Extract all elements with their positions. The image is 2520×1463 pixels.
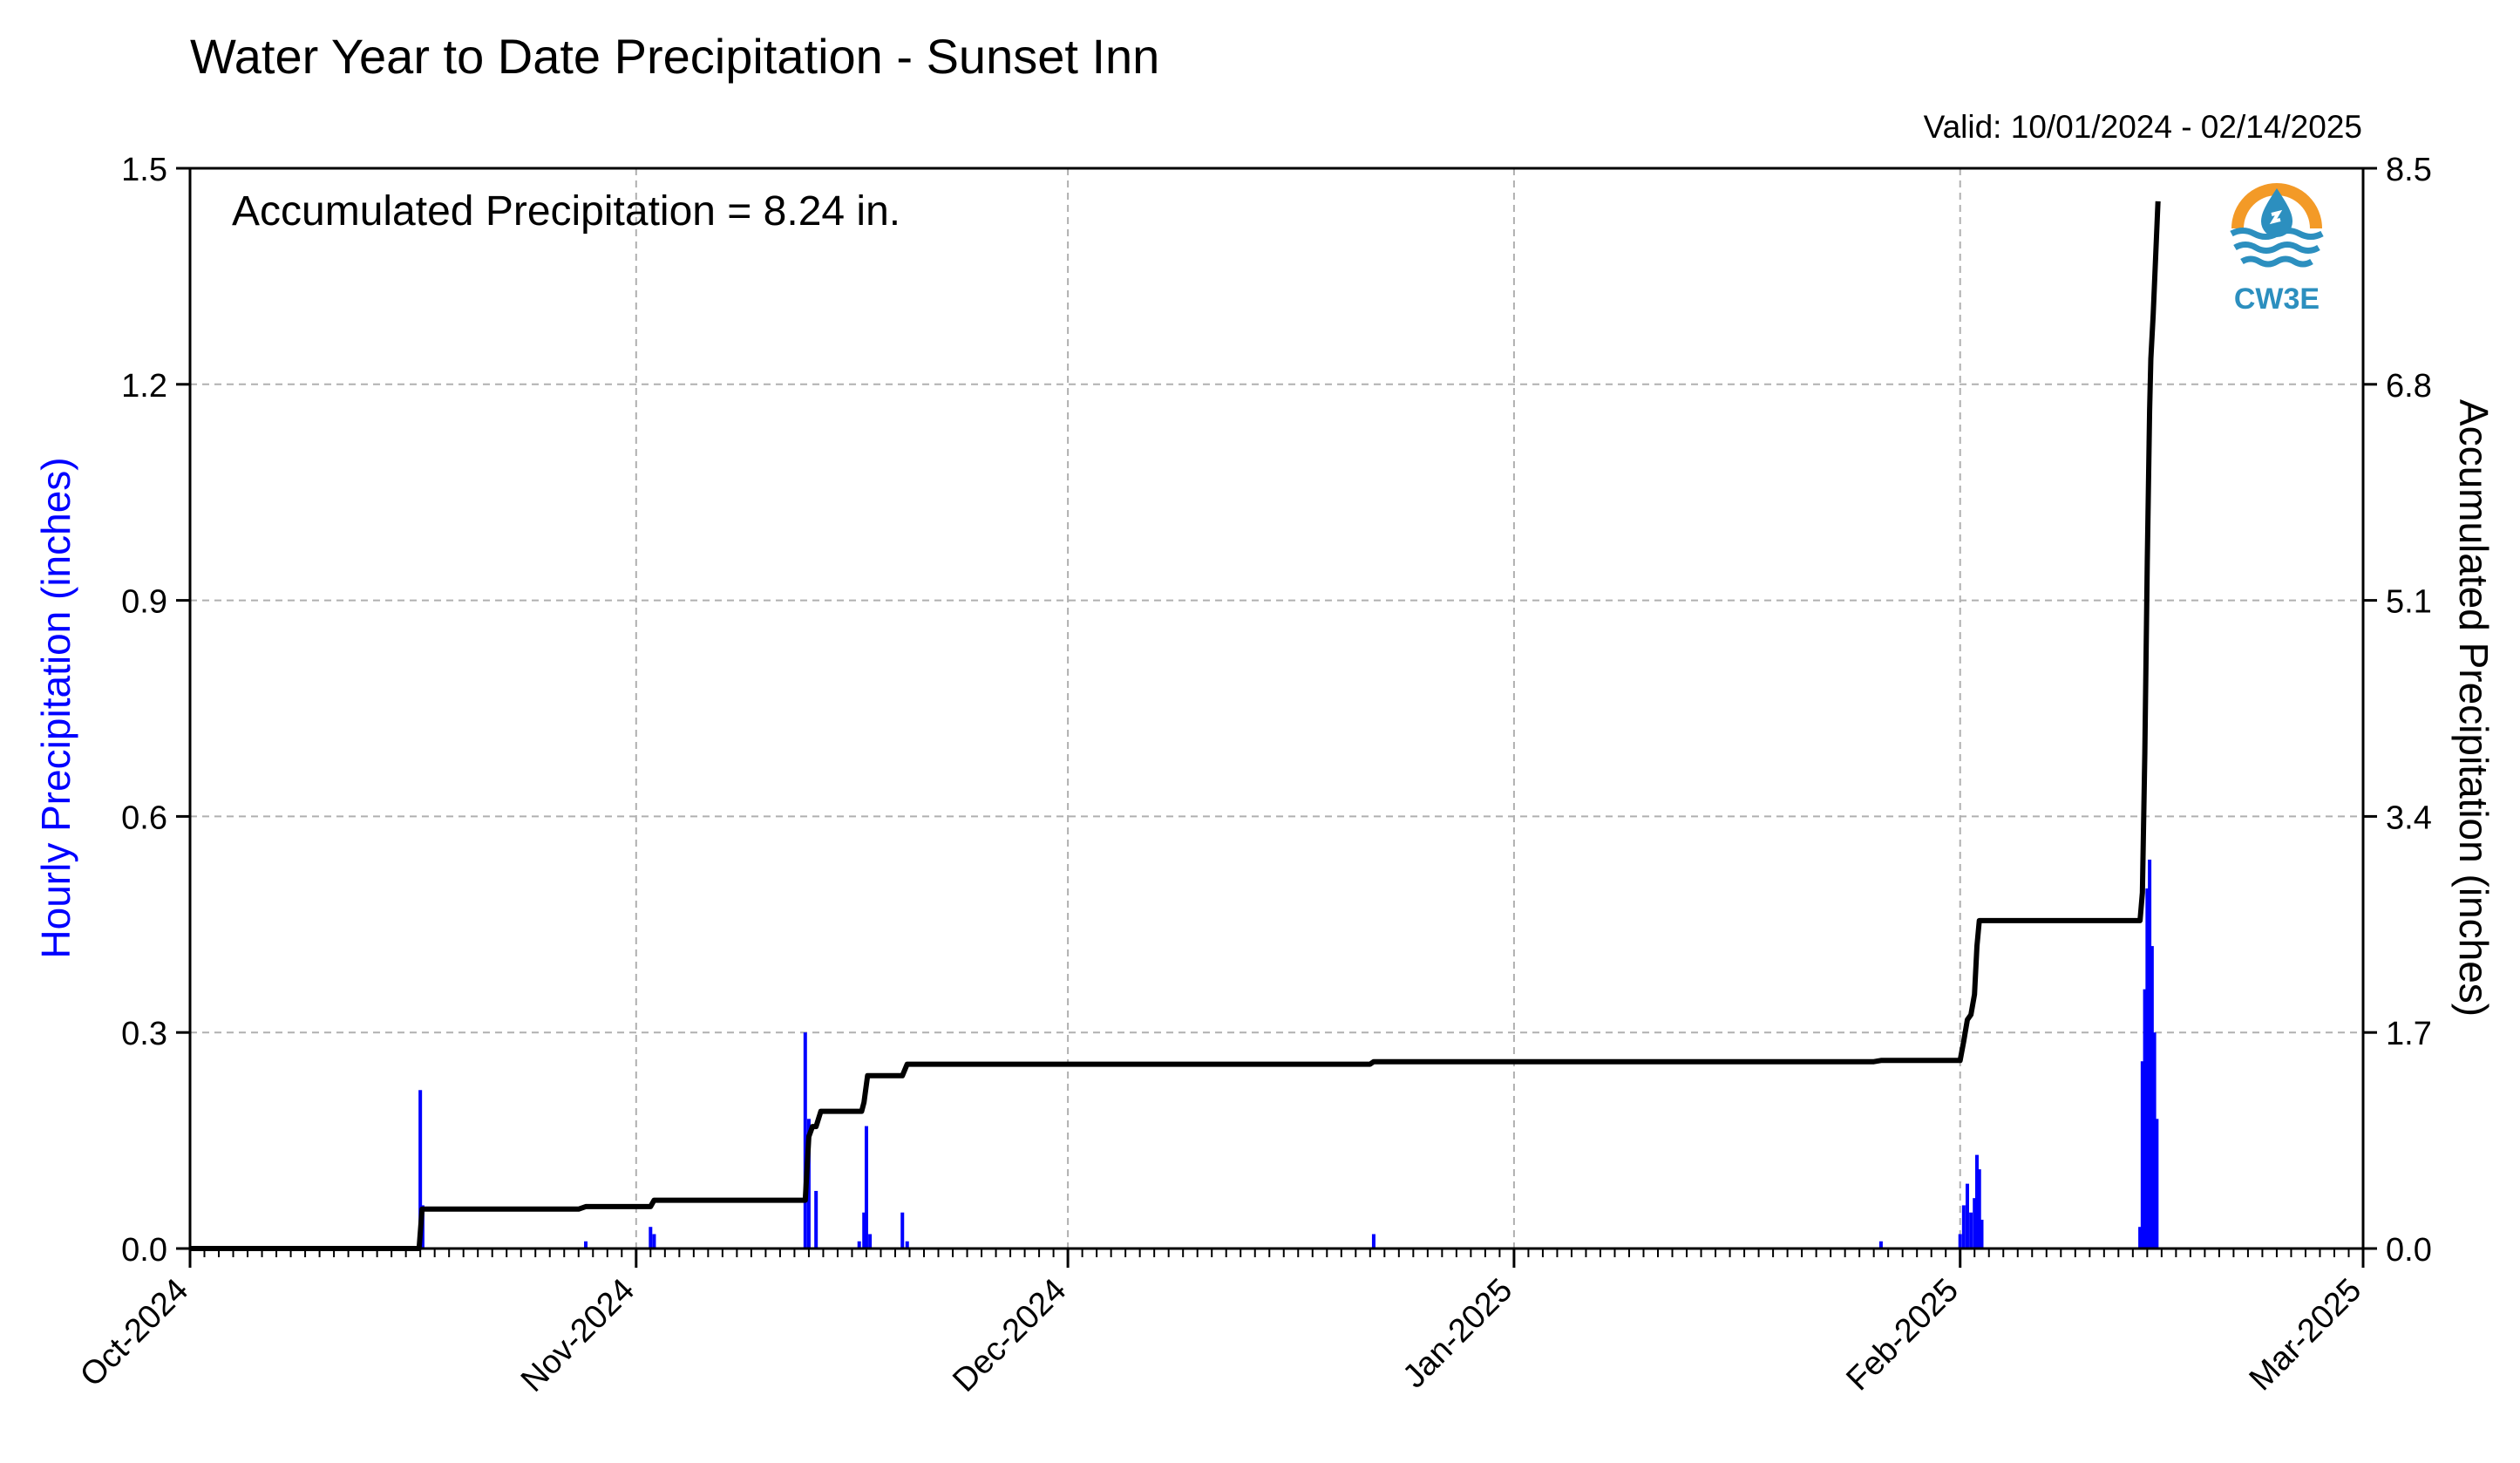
right-y-tick-label: 1.7: [2386, 1016, 2432, 1052]
hourly-precip-bar: [652, 1234, 656, 1249]
left-y-tick-label: 0.3: [121, 1016, 167, 1052]
left-y-tick-label: 1.2: [121, 368, 167, 405]
hourly-precip-bar: [806, 1119, 811, 1249]
hourly-precip-bar: [1977, 1169, 1981, 1249]
hourly-precip-bar: [418, 1090, 423, 1249]
right-y-tick-label: 6.8: [2386, 368, 2432, 405]
hourly-precip-bar: [1980, 1219, 1984, 1249]
cw3e-logo: CW3E: [2230, 183, 2324, 316]
right-y-tick-label: 3.4: [2386, 800, 2432, 836]
right-y-tick-label: 5.1: [2386, 584, 2432, 621]
hourly-precip-bar: [1969, 1212, 1973, 1249]
hourly-precip-bar: [2138, 1227, 2143, 1249]
logo-drop-swirl: [2269, 209, 2283, 225]
hourly-precip-bar: [2143, 989, 2147, 1249]
left-y-tick-label: 0.0: [121, 1232, 167, 1269]
hourly-precip-bar: [900, 1212, 905, 1249]
hourly-precip-bar: [2152, 1032, 2157, 1249]
left-axis-label: Hourly Precipitation (inches): [33, 457, 78, 958]
hourly-precip-bar: [1878, 1241, 1883, 1249]
right-y-tick-label: 0.0: [2386, 1232, 2432, 1269]
accumulated-line-path: [190, 201, 2161, 1251]
accumulated-total-annotation: Accumulated Precipitation = 8.24 in.: [232, 188, 900, 235]
valid-range-subtitle: Valid: 10/01/2024 - 02/14/2025: [1924, 109, 2362, 145]
left-y-tick-label: 0.6: [121, 800, 167, 836]
hourly-precip-bar: [862, 1212, 866, 1249]
left-y-tick-label: 0.9: [121, 584, 167, 621]
right-axis-label: Accumulated Precipitation (inches): [2451, 399, 2496, 1017]
logo-wave-3: [2240, 255, 2313, 268]
hourly-precip-bar: [1371, 1234, 1375, 1249]
hourly-precip-bar: [2148, 859, 2152, 1249]
hourly-precip-bar: [803, 1032, 807, 1249]
hourly-precip-bar: [1965, 1183, 1969, 1249]
grid-lines: [190, 168, 2363, 1249]
hourly-precip-bar: [2145, 888, 2150, 1249]
chart-title: Water Year to Date Precipitation - Sunse…: [190, 29, 1159, 84]
hourly-precip-bar: [2150, 946, 2154, 1249]
hourly-precip-bar: [2155, 1119, 2159, 1249]
hourly-precip-bar: [1958, 1234, 1962, 1249]
hourly-precip-bar: [2140, 1061, 2144, 1249]
plot-area-frame: [188, 167, 2365, 1250]
hourly-precip-bar: [814, 1190, 818, 1249]
hourly-precip-bar: [905, 1241, 909, 1249]
hourly-precip-bar: [584, 1241, 588, 1249]
hourly-precip-bar: [1961, 1205, 1966, 1249]
hourly-precip-bar: [1973, 1198, 1977, 1249]
hourly-precip-bar: [649, 1227, 653, 1249]
right-y-tick-label: 8.5: [2386, 152, 2432, 188]
hourly-precip-bar: [857, 1241, 861, 1249]
logo-wave-2: [2233, 242, 2320, 254]
hourly-precip-bar: [864, 1126, 868, 1249]
hourly-precip-bar: [1974, 1154, 1979, 1249]
accumulated-precipitation-line: [190, 201, 2161, 1251]
left-y-tick-label: 1.5: [121, 152, 167, 188]
hourly-precipitation-bars: [418, 859, 2159, 1249]
hourly-precip-bar: [868, 1234, 873, 1249]
logo-text: CW3E: [2234, 282, 2320, 316]
